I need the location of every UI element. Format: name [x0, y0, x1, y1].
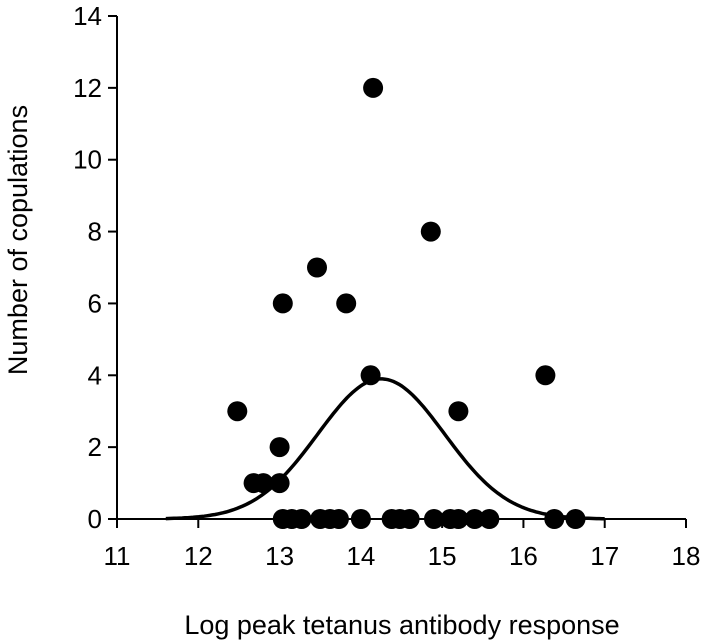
data-point [360, 365, 381, 386]
y-axis-title: Number of copulations [3, 105, 33, 375]
data-point [448, 509, 469, 529]
data-points [227, 77, 586, 529]
data-point [565, 509, 586, 529]
data-point [535, 365, 556, 386]
data-point [420, 221, 441, 242]
data-point [399, 509, 420, 529]
y-tick-label: 14 [73, 1, 102, 31]
data-point [328, 509, 349, 529]
data-point [291, 509, 312, 529]
data-point [424, 509, 444, 529]
data-point [253, 473, 274, 494]
data-point [464, 509, 485, 529]
data-point [350, 509, 371, 529]
y-tick-labels: 0 2 4 6 8 10 12 14 [73, 1, 102, 534]
y-tick-label: 4 [88, 360, 102, 390]
data-point [544, 509, 565, 529]
x-tick-label: 13 [265, 541, 294, 571]
x-tick-label: 11 [104, 541, 131, 571]
fit-curve [165, 377, 605, 521]
x-tick-labels: 11 12 13 14 15 16 17 18 [104, 541, 701, 571]
y-tick-label: 10 [73, 145, 102, 175]
data-point [269, 437, 290, 458]
x-axis-title: Log peak tetanus antibody response [184, 610, 619, 640]
data-point [269, 473, 290, 494]
y-tick-label: 2 [88, 432, 102, 462]
y-tick-label: 6 [88, 288, 102, 318]
y-tick-label: 12 [73, 73, 102, 103]
x-tick-label: 12 [184, 541, 213, 571]
x-tick-label: 17 [590, 541, 619, 571]
x-tick-label: 15 [428, 541, 457, 571]
data-point [336, 293, 357, 314]
data-point [307, 257, 327, 278]
x-tick-label: 16 [509, 541, 538, 571]
data-point [448, 401, 469, 422]
axes [108, 15, 687, 528]
data-point [272, 293, 293, 314]
y-tick-label: 8 [88, 217, 102, 247]
x-tick-label: 18 [672, 541, 701, 571]
x-tick-label: 14 [346, 541, 375, 571]
data-point [227, 401, 248, 422]
data-point [479, 509, 500, 529]
data-point [363, 77, 384, 98]
y-tick-label: 0 [88, 504, 102, 534]
